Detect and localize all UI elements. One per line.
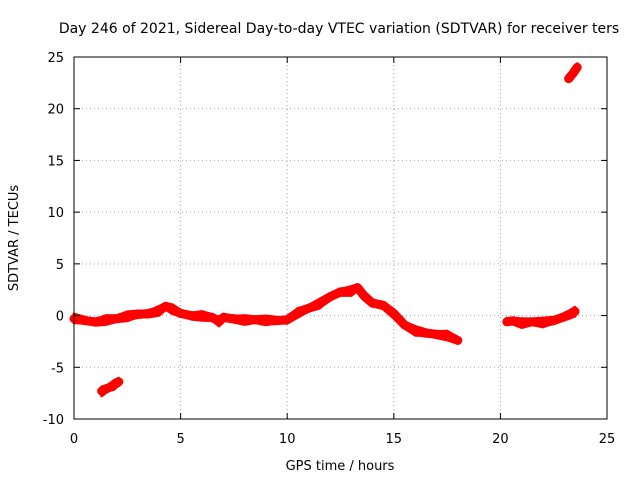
- y-tick-label: 10: [47, 206, 64, 221]
- series-segment-4-edge: [567, 62, 579, 78]
- y-tick-label: -5: [51, 361, 64, 376]
- plot-frame: [73, 56, 608, 420]
- x-tick-label: 20: [492, 432, 509, 447]
- y-tick-label: 5: [56, 258, 64, 273]
- y-tick-label: 15: [47, 154, 64, 169]
- series-segment-2: [97, 377, 124, 396]
- y-tick-label: 25: [47, 51, 64, 66]
- series-layer: [69, 62, 582, 398]
- series-segment-4-edge: [567, 68, 579, 84]
- series-segment-2-edge: [100, 382, 121, 398]
- series-segment-2-edge: [100, 376, 121, 389]
- x-tick-label: 0: [70, 432, 78, 447]
- ticks: 0 5 10 15 20 25 -10 -5 0 5 10 15 20 25: [43, 51, 616, 447]
- series-segment-3: [502, 306, 580, 328]
- y-axis-label: SDTVAR / TECUs: [7, 185, 22, 292]
- grid: [74, 57, 607, 419]
- y-tick-label: 0: [56, 310, 64, 325]
- series-segment-1-edge: [72, 283, 460, 339]
- x-tick-label: 15: [386, 432, 403, 447]
- x-axis-label: GPS time / hours: [286, 459, 395, 474]
- x-tick-label: 5: [176, 432, 184, 447]
- series-segment-1: [69, 283, 463, 345]
- y-tick-label: -10: [43, 413, 64, 428]
- x-tick-label: 25: [599, 432, 616, 447]
- y-tick-label: 20: [47, 103, 64, 118]
- x-tick-label: 10: [279, 432, 296, 447]
- series-segment-1-edge: [72, 289, 460, 345]
- series-segment-3-edge: [505, 305, 577, 321]
- chart-title: Day 246 of 2021, Sidereal Day-to-day VTE…: [59, 21, 619, 37]
- series-segment-3-edge: [505, 314, 577, 329]
